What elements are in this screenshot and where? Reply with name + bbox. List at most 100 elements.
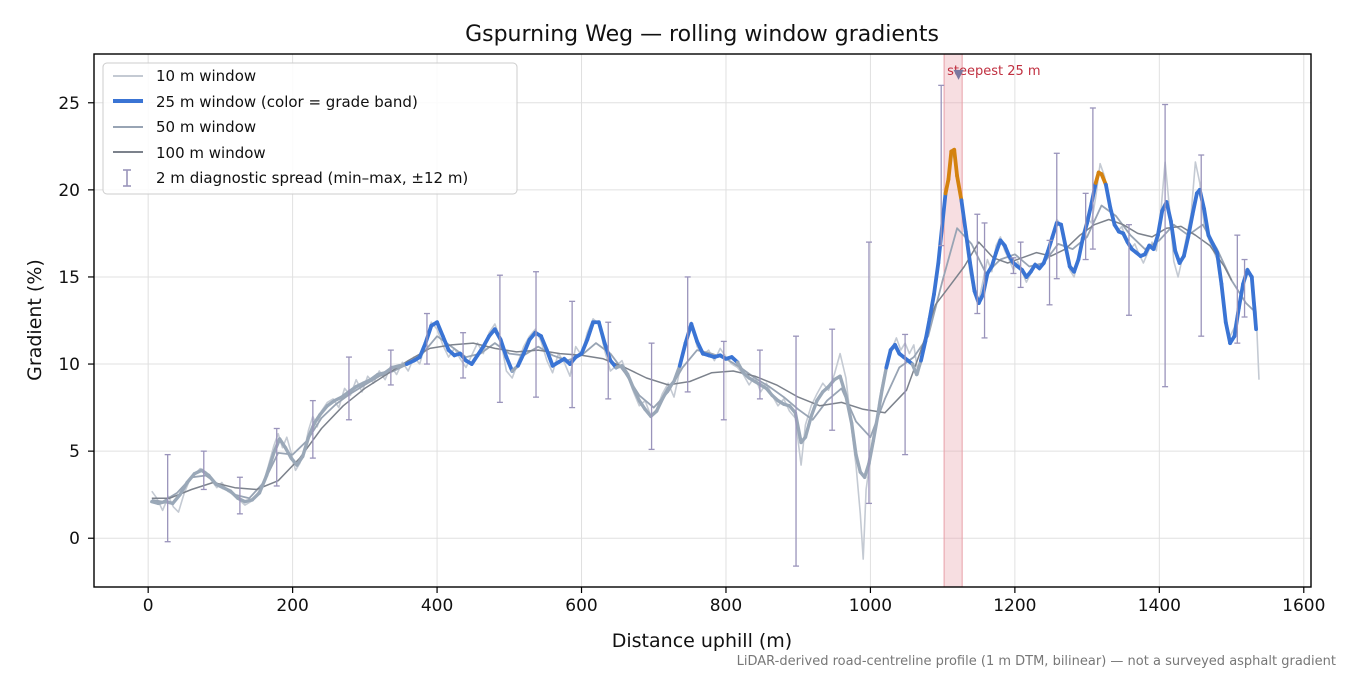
series-segment-25m <box>862 461 871 479</box>
x-tick-label: 1400 <box>1138 596 1181 616</box>
series-segment-25m <box>1059 222 1068 248</box>
series-segment-25m <box>1164 200 1173 224</box>
series-segment-25m <box>838 374 848 398</box>
series-segment-25m <box>277 437 288 450</box>
series-segment-25m <box>919 339 928 363</box>
series-segment-25m <box>626 372 636 391</box>
series-segment-25m <box>185 472 197 485</box>
series-segment-25m <box>1202 207 1211 238</box>
series-segment-25m <box>1232 306 1241 339</box>
series-segment-25m <box>417 341 428 359</box>
y-tick-label: 5 <box>69 442 80 462</box>
series-segment-25m <box>959 198 968 234</box>
series-segment-25m <box>989 250 998 269</box>
series-segment-25m <box>1168 219 1178 253</box>
series-segment-25m <box>171 492 182 506</box>
series-segment-25m <box>927 292 936 321</box>
series-segment-25m <box>880 365 889 392</box>
series-segment-25m <box>207 473 218 486</box>
series-segment-25m <box>1089 180 1098 206</box>
steepest-label: steepest 25 m <box>947 64 1040 79</box>
x-tick-label: 1200 <box>993 596 1036 616</box>
series-segment-25m <box>283 445 293 460</box>
series-segment-25m <box>295 454 305 467</box>
series-segment-25m <box>955 174 964 203</box>
x-tick-label: 1000 <box>849 596 892 616</box>
series-segment-25m <box>1085 201 1094 225</box>
series-segment-25m <box>849 421 858 457</box>
series-segment-25m <box>809 398 819 419</box>
series-segment-25m <box>1063 243 1072 269</box>
series-segment-25m <box>683 322 694 346</box>
series-segment-25m <box>301 435 311 459</box>
series-segment-25m <box>585 320 595 342</box>
chart-title: Gspurning Weg — rolling window gradients <box>465 22 939 47</box>
series-segment-25m <box>481 334 491 349</box>
series-segment-25m <box>1223 320 1233 346</box>
series-segment-25m <box>654 397 665 413</box>
series-segment-25m <box>1190 191 1199 217</box>
series-segment-25m <box>602 341 613 363</box>
series-segment-25m <box>544 348 555 368</box>
legend-swatch-errorbar <box>123 169 131 187</box>
series-segment-25m <box>620 364 630 377</box>
series-segment-25m <box>521 337 532 356</box>
series-segment-25m <box>803 414 813 439</box>
x-axis-ticks: 0 200 400 600 800 1000 1200 1400 1600 <box>143 587 1325 616</box>
y-tick-label: 0 <box>69 529 80 549</box>
series-segment-25m <box>981 271 990 297</box>
series-segment-25m <box>264 451 276 478</box>
legend-box <box>102 62 518 195</box>
x-axis-label: Distance uphill (m) <box>612 630 792 652</box>
series-segment-25m <box>1186 212 1195 239</box>
series-segment-25m <box>498 337 509 359</box>
series-segment-25m <box>1197 187 1207 211</box>
series-segment-25m <box>440 334 451 353</box>
x-tick-label: 400 <box>421 596 453 616</box>
legend: 10 m window 25 m window (color = grade b… <box>102 62 518 195</box>
x-tick-label: 600 <box>565 596 597 616</box>
series-segment-25m <box>943 177 951 196</box>
series-segment-25m <box>1236 282 1246 311</box>
series-segment-25m <box>637 398 647 412</box>
x-tick-label: 0 <box>143 596 154 616</box>
legend-label-25m: 25 m window (color = grade band) <box>156 93 418 111</box>
series-segment-25m <box>695 339 705 356</box>
series-line-50m <box>151 204 1254 503</box>
series-segment-25m <box>672 364 682 384</box>
series-segment-25m <box>932 261 941 297</box>
legend-label-50m: 50 m window <box>156 118 256 136</box>
y-tick-label: 20 <box>58 181 80 201</box>
y-tick-label: 10 <box>58 355 80 375</box>
series-segment-25m <box>844 393 854 425</box>
x-tick-label: 1600 <box>1282 596 1325 616</box>
series-segment-25m <box>660 386 670 401</box>
series-segment-25m <box>178 480 189 497</box>
series-segment-25m <box>884 348 893 370</box>
series-segment-25m <box>596 320 607 346</box>
series-segment-25m <box>1151 233 1160 251</box>
series-segment-25m <box>504 355 515 373</box>
series-segment-25m <box>1215 250 1224 286</box>
series-segment-25m <box>689 322 699 344</box>
x-tick-label: 800 <box>710 596 742 616</box>
series-segment-25m <box>539 334 549 353</box>
series-segment-25m <box>1080 221 1090 241</box>
series-line-100m <box>151 218 1233 499</box>
y-axis-ticks: 0 5 10 15 20 25 <box>58 94 94 549</box>
series-segment-25m <box>1249 275 1259 332</box>
series-segment-25m <box>923 316 932 344</box>
series-segment-25m <box>867 438 876 466</box>
y-tick-label: 15 <box>58 268 80 288</box>
series-segment-25m <box>940 191 948 224</box>
series-segment-25m <box>1050 221 1059 239</box>
series-segment-25m <box>1181 234 1191 258</box>
series-segment-25m <box>257 473 269 495</box>
y-axis-label: Gradient (%) <box>24 259 46 381</box>
series-segment-25m <box>815 390 825 403</box>
series-segment-25m <box>936 219 945 265</box>
series-segment-25m <box>968 261 977 293</box>
series-segment-25m <box>1103 182 1113 210</box>
errorbars <box>164 84 1248 567</box>
